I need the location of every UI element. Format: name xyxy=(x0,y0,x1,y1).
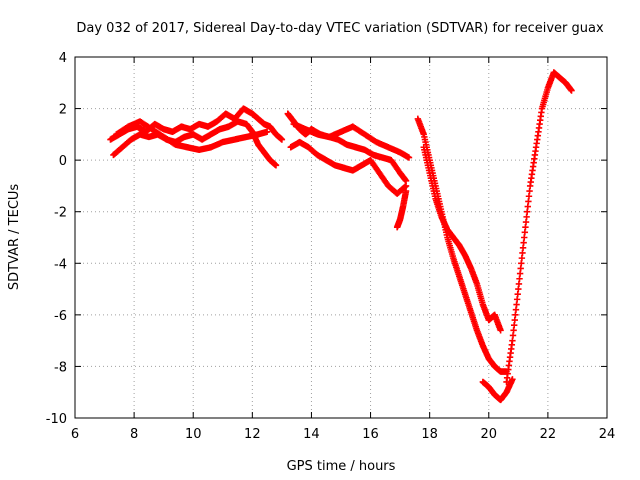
series-arc-7 xyxy=(393,187,410,231)
y-tick-label: 2 xyxy=(59,103,67,118)
x-tick-label: 10 xyxy=(185,427,202,442)
data-point xyxy=(402,187,410,195)
series-descent-b xyxy=(420,144,504,334)
data-point xyxy=(497,327,504,334)
x-tick-label: 14 xyxy=(303,427,320,442)
plot-frame xyxy=(74,56,608,419)
x-tick-label: 12 xyxy=(244,427,261,442)
data-point xyxy=(272,162,280,169)
data-point xyxy=(568,87,575,94)
x-tick-label: 16 xyxy=(362,427,379,442)
series-arc-2 xyxy=(110,118,280,169)
x-tick-label: 22 xyxy=(540,427,557,442)
y-tick-label: -8 xyxy=(54,360,67,375)
y-axis-label: SDTVAR / TECUs xyxy=(7,184,22,291)
series-arc-3 xyxy=(113,118,271,154)
data-point xyxy=(278,136,286,143)
y-tick-label: -4 xyxy=(54,257,67,272)
x-tick-label: 18 xyxy=(421,427,438,442)
y-tick-label: -6 xyxy=(54,309,67,324)
data-point xyxy=(263,128,271,135)
y-tick-label: -10 xyxy=(46,412,67,427)
points-layer xyxy=(107,69,575,404)
x-axis-label: GPS time / hours xyxy=(287,459,396,474)
y-tick-label: 4 xyxy=(59,51,67,66)
chart-title: Day 032 of 2017, Sidereal Day-to-day VTE… xyxy=(76,21,604,36)
series-trough xyxy=(479,376,516,404)
series-arc-5 xyxy=(287,138,410,197)
series-recovery xyxy=(503,69,575,386)
y-tick-label: -2 xyxy=(54,206,67,221)
x-tick-label: 20 xyxy=(481,427,498,442)
series-arc-6 xyxy=(290,120,413,161)
x-tick-label: 24 xyxy=(599,427,616,442)
data-point xyxy=(405,154,413,161)
y-tick-label: 0 xyxy=(59,154,67,169)
x-tick-label: 8 xyxy=(130,427,138,442)
data-point xyxy=(509,376,516,383)
x-tick-label: 6 xyxy=(71,427,79,442)
